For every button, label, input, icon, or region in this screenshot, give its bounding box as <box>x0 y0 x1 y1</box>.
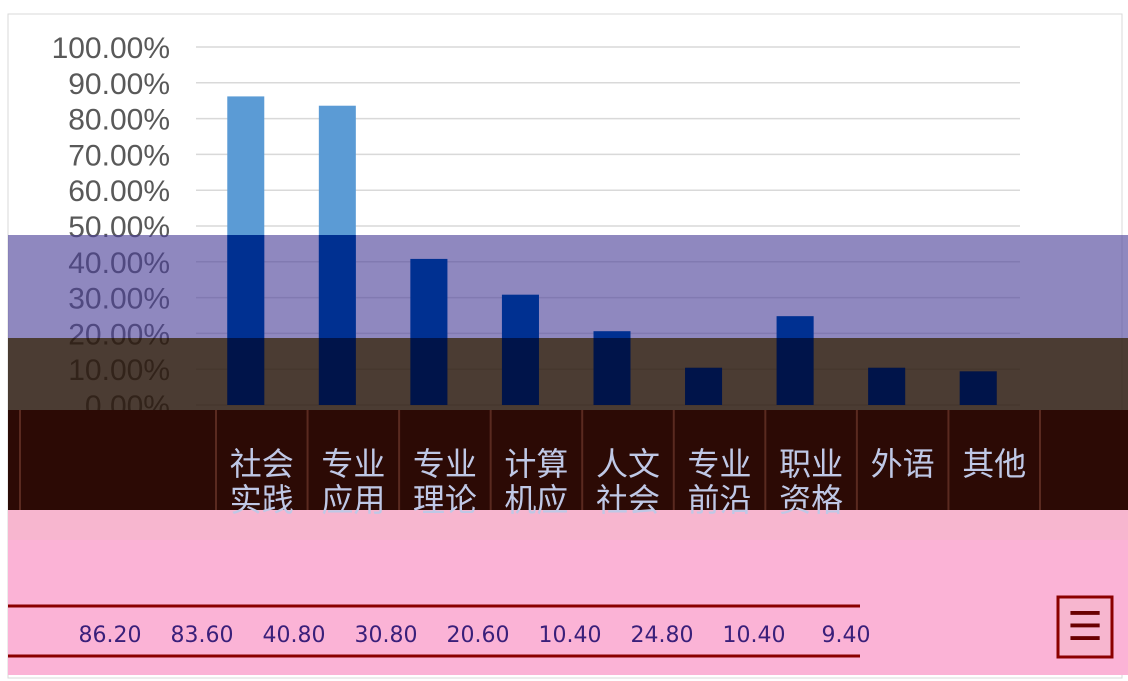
table-value: 40.80 <box>263 623 326 648</box>
bar-segment <box>868 367 906 405</box>
overlay-band-purple <box>8 235 1128 338</box>
bar-segment <box>501 338 539 405</box>
bar-segment <box>318 338 356 405</box>
category-label: 其他 <box>962 445 1026 483</box>
category-label: 专业应用 <box>321 445 385 519</box>
table-value: 83.60 <box>171 623 234 648</box>
overlay-band-brown <box>8 338 1128 410</box>
bar-segment <box>318 235 356 338</box>
category-label: 职业资格 <box>779 445 843 519</box>
data-table <box>8 410 1041 658</box>
y-tick-label: 90.00% <box>68 68 170 101</box>
table-value: 86.20 <box>79 623 142 648</box>
category-label: 人文社会 <box>596 445 660 519</box>
y-tick-label: 70.00% <box>68 139 170 172</box>
bar-segment <box>227 338 265 405</box>
y-tick-label: 100.00% <box>52 32 170 65</box>
legend-symbol-icon: ☰ <box>1067 604 1103 650</box>
category-label: 计算机应 <box>504 445 568 519</box>
bar-segment <box>685 367 723 405</box>
table-value: 20.60 <box>447 623 510 648</box>
bar-segment <box>227 235 265 338</box>
table-value: 30.80 <box>355 623 418 648</box>
bar-segment <box>593 338 631 405</box>
legend-box <box>1056 595 1114 659</box>
bar-segment <box>410 258 448 338</box>
legend: ☰ <box>1056 595 1114 659</box>
category-label: 专业前沿 <box>688 445 752 519</box>
table-value: 10.40 <box>539 623 602 648</box>
bar-segment <box>501 294 539 338</box>
y-tick-label: 60.00% <box>68 175 170 208</box>
bar-segment <box>776 316 814 338</box>
bar-segment <box>959 371 997 405</box>
category-label: 社会实践 <box>230 445 294 519</box>
table-row-values: 86.20 83.60 40.80 30.80 20.60 10.40 24.80 10.40… <box>79 623 871 648</box>
overlay-band-maroon <box>8 410 1128 510</box>
table-value: 10.40 <box>723 623 786 648</box>
bar-segment <box>776 338 814 405</box>
category-label: 专业理论 <box>413 445 477 519</box>
table-value: 24.80 <box>631 623 694 648</box>
bars-dark <box>227 235 997 405</box>
bar-segment <box>593 331 631 338</box>
table-value: 9.40 <box>822 623 871 648</box>
y-tick-label: 80.00% <box>68 104 170 137</box>
category-label: 外语 <box>871 445 935 483</box>
overlay-band-pink-top <box>8 510 1128 540</box>
bar-segment <box>410 338 448 405</box>
